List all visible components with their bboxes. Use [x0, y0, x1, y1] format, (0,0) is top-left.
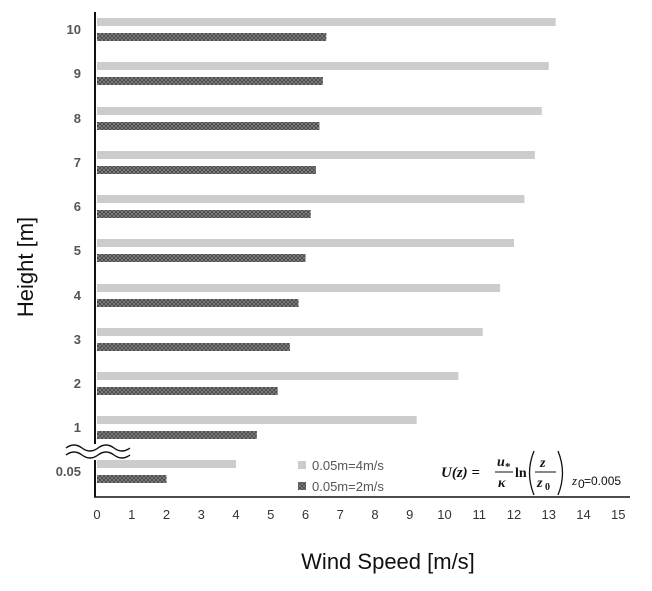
bar-series-2-height-7	[97, 166, 316, 174]
bar-series-2-height-6	[97, 210, 311, 218]
bar-series-2-height-0.05	[97, 475, 167, 483]
x-tick-label: 6	[302, 507, 309, 522]
x-tick-label: 12	[507, 507, 521, 522]
legend-label-series-1: 0.05m=4m/s	[312, 458, 384, 473]
y-category-label: 4	[74, 288, 82, 303]
bar-series-2-height-10	[97, 33, 327, 41]
y-category-label: 2	[74, 376, 81, 391]
x-tick-label: 10	[437, 507, 451, 522]
bar-series-2-height-5	[97, 254, 306, 262]
bar-series-1-height-8	[97, 107, 542, 115]
legend-swatch-series-2	[298, 482, 306, 490]
bar-series-2-height-4	[97, 299, 299, 307]
formula-frac-num-sub: *	[505, 461, 511, 473]
formula-frac-den: κ	[498, 476, 506, 491]
bar-series-2-height-8	[97, 122, 320, 130]
x-tick-label: 7	[337, 507, 344, 522]
log-law-formula: U(z) = u * κ ln z z 0 z 0 =0.005	[441, 450, 621, 496]
x-tick-label: 15	[611, 507, 625, 522]
formula-lhs: U(z) =	[441, 465, 480, 481]
bars-group	[97, 18, 556, 483]
formula-inner-den-sub: 0	[545, 482, 550, 493]
bar-series-2-height-1	[97, 431, 257, 439]
x-tick-label: 1	[128, 507, 135, 522]
x-axis-title: Wind Speed [m/s]	[301, 549, 475, 574]
legend: 0.05m=4m/s 0.05m=2m/s	[298, 458, 384, 494]
x-tick-label: 11	[473, 507, 487, 522]
y-category-label: 9	[74, 66, 81, 81]
y-category-label: 8	[74, 111, 81, 126]
y-axis-title: Height [m]	[13, 217, 38, 317]
formula-right-paren	[557, 450, 564, 496]
y-category-label: 10	[67, 22, 81, 37]
bar-series-2-height-9	[97, 77, 323, 85]
bar-series-1-height-2	[97, 372, 459, 380]
y-category-label: 6	[74, 199, 81, 214]
formula-frac-num: u	[497, 455, 505, 470]
y-category-label: 1	[74, 420, 81, 435]
x-tick-label: 2	[163, 507, 170, 522]
y-category-label: 7	[74, 155, 81, 170]
legend-swatch-series-1	[298, 461, 306, 469]
x-tick-label: 0	[93, 507, 100, 522]
formula-inner-num: z	[539, 456, 546, 471]
bar-series-1-height-3	[97, 328, 483, 336]
bar-series-1-height-4	[97, 284, 501, 292]
bar-series-2-height-3	[97, 343, 290, 351]
bar-series-2-height-2	[97, 387, 278, 395]
bar-series-1-height-6	[97, 195, 525, 203]
y-category-label: 3	[74, 332, 81, 347]
x-tick-label: 14	[576, 507, 590, 522]
bar-series-1-height-1	[97, 416, 417, 424]
z0-note-var: z	[571, 473, 577, 488]
y-category-labels: 0.05 1 2 3 4 5 6 7 8 9 10	[56, 22, 82, 479]
bar-series-1-height-0.05	[97, 460, 236, 468]
x-tick-label: 13	[542, 507, 556, 522]
bar-series-1-height-5	[97, 239, 514, 247]
legend-label-series-2: 0.05m=2m/s	[312, 479, 384, 494]
x-tick-labels: 0 1 2 3 4 5 6 7 8 9 10 11 12 13 14 15	[93, 507, 625, 522]
bar-series-1-height-10	[97, 18, 556, 26]
bar-series-1-height-9	[97, 62, 549, 70]
z0-note-value: =0.005	[584, 474, 621, 488]
formula-left-paren	[528, 450, 535, 496]
axis-break-icon	[62, 444, 134, 460]
x-tick-label: 4	[232, 507, 239, 522]
x-tick-label: 9	[406, 507, 413, 522]
x-tick-label: 5	[267, 507, 274, 522]
x-tick-label: 8	[371, 507, 378, 522]
formula-inner-den: z	[536, 476, 543, 491]
x-tick-label: 3	[198, 507, 205, 522]
formula-ln: ln	[515, 466, 527, 481]
z0-note-sub: 0	[578, 477, 585, 491]
y-category-label: 5	[74, 243, 81, 258]
bar-series-1-height-7	[97, 151, 535, 159]
y-category-label: 0.05	[56, 464, 81, 479]
